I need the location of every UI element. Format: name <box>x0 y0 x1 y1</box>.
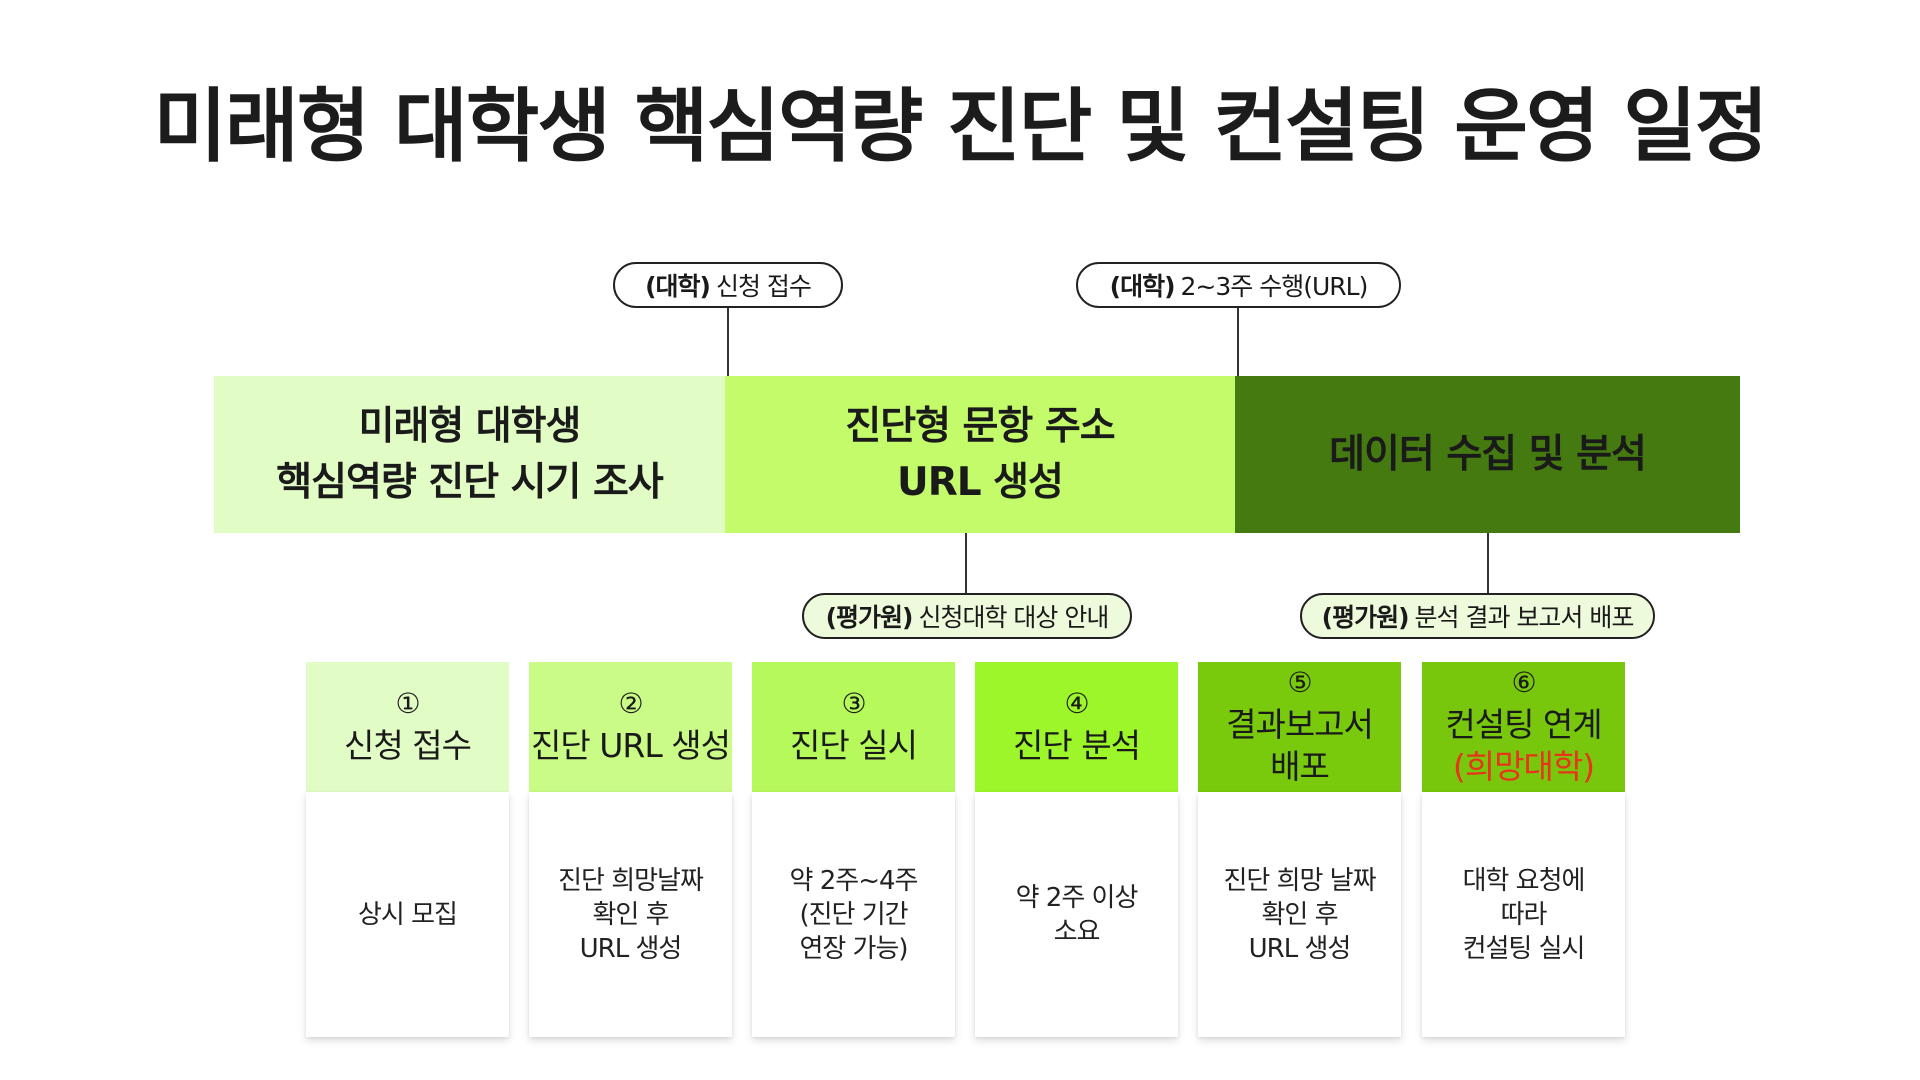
step-title: 진단 URL 생성 <box>531 726 731 765</box>
step-card-6: ⑥ 컨설팅 연계 (희망대학) 대학 요청에 따라 컨설팅 실시 <box>1422 662 1625 1037</box>
phase-label: 데이터 수집 및 분석 <box>1329 431 1647 477</box>
connector-line <box>965 533 967 593</box>
step-number: ③ <box>841 687 866 720</box>
pill-university-execution: (대학) 2~3주 수행(URL) <box>1076 262 1401 308</box>
step-title: 컨설팅 연계 <box>1445 705 1602 744</box>
pill-tag: (대학) <box>1109 272 1176 301</box>
step-description: 진단 희망 날짜 확인 후 URL 생성 <box>1198 792 1401 1037</box>
step-title: 결과보고서 배포 <box>1226 705 1374 786</box>
step-number: ① <box>395 687 420 720</box>
step-number: ④ <box>1064 687 1089 720</box>
step-title: 신청 접수 <box>344 726 472 765</box>
step-title: 진단 분석 <box>1013 726 1141 765</box>
phase-band-url: 진단형 문항 주소 URL 생성 <box>725 376 1235 533</box>
step-description: 약 2주~4주 (진단 기간 연장 가능) <box>752 792 955 1037</box>
step-card-2: ② 진단 URL 생성 진단 희망날짜 확인 후 URL 생성 <box>529 662 732 1037</box>
connector-line <box>727 308 729 376</box>
step-number: ② <box>618 687 643 720</box>
pill-text: 분석 결과 보고서 배포 <box>1414 603 1635 632</box>
step-header: ① 신청 접수 <box>306 662 509 792</box>
step-header: ④ 진단 분석 <box>975 662 1178 792</box>
step-description: 진단 희망날짜 확인 후 URL 생성 <box>529 792 732 1037</box>
pill-institute-report: (평가원) 분석 결과 보고서 배포 <box>1300 593 1655 639</box>
connector-line <box>1237 308 1239 376</box>
step-title-accent: (희망대학) <box>1452 747 1595 786</box>
step-header: ③ 진단 실시 <box>752 662 955 792</box>
step-title: 진단 실시 <box>790 726 918 765</box>
pill-institute-notice: (평가원) 신청대학 대상 안내 <box>802 593 1132 639</box>
phase-band-survey: 미래형 대학생 핵심역량 진단 시기 조사 <box>214 376 725 533</box>
phase-band-analysis: 데이터 수집 및 분석 <box>1235 376 1740 533</box>
step-card-1: ① 신청 접수 상시 모집 <box>306 662 509 1037</box>
pill-text: 신청 접수 <box>715 272 812 301</box>
pill-text: 신청대학 대상 안내 <box>918 603 1109 632</box>
connector-line <box>1487 533 1489 593</box>
step-header: ⑤ 결과보고서 배포 <box>1198 662 1401 792</box>
step-description: 대학 요청에 따라 컨설팅 실시 <box>1422 792 1625 1037</box>
phase-label: 진단형 문항 주소 URL 생성 <box>845 403 1115 505</box>
pill-tag: (평가원) <box>825 603 914 632</box>
phase-label: 미래형 대학생 핵심역량 진단 시기 조사 <box>276 403 664 505</box>
step-description: 상시 모집 <box>306 792 509 1037</box>
step-card-4: ④ 진단 분석 약 2주 이상 소요 <box>975 662 1178 1037</box>
pill-university-application: (대학) 신청 접수 <box>613 262 843 308</box>
step-card-3: ③ 진단 실시 약 2주~4주 (진단 기간 연장 가능) <box>752 662 955 1037</box>
pill-tag: (평가원) <box>1321 603 1410 632</box>
step-number: ⑤ <box>1287 666 1312 699</box>
step-number: ⑥ <box>1511 666 1536 699</box>
page-title: 미래형 대학생 핵심역량 진단 및 컨설팅 운영 일정 <box>153 80 1769 173</box>
step-description: 약 2주 이상 소요 <box>975 792 1178 1037</box>
pill-tag: (대학) <box>645 272 711 301</box>
step-card-5: ⑤ 결과보고서 배포 진단 희망 날짜 확인 후 URL 생성 <box>1198 662 1401 1037</box>
step-header: ⑥ 컨설팅 연계 (희망대학) <box>1422 662 1625 792</box>
step-header: ② 진단 URL 생성 <box>529 662 732 792</box>
pill-text: 2~3주 수행(URL) <box>1180 272 1369 301</box>
